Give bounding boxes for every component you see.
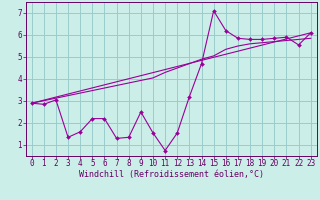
- X-axis label: Windchill (Refroidissement éolien,°C): Windchill (Refroidissement éolien,°C): [79, 170, 264, 179]
